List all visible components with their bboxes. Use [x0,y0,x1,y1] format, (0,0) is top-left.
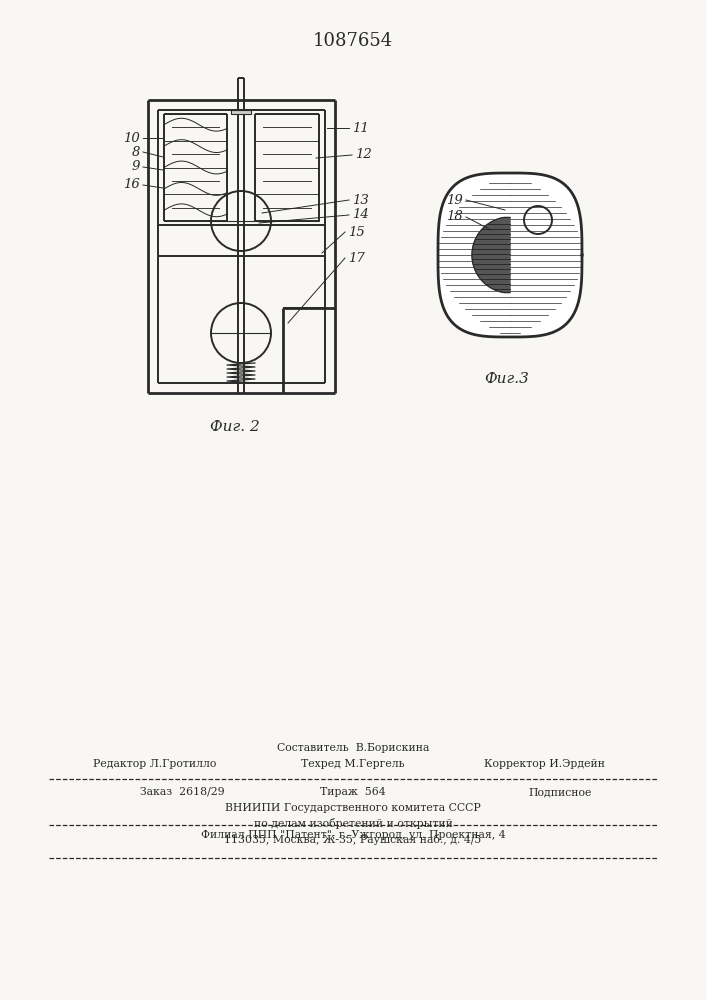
Text: Фиг.3: Фиг.3 [484,372,530,386]
Text: 16: 16 [123,178,140,192]
Text: 9: 9 [132,160,140,174]
Polygon shape [472,217,510,293]
Text: ВНИИПИ Государственного комитета СССР: ВНИИПИ Государственного комитета СССР [225,803,481,813]
Text: 13: 13 [352,194,369,207]
Text: 10: 10 [123,131,140,144]
Text: Редактор Л.Гротилло: Редактор Л.Гротилло [93,759,216,769]
Text: Заказ  2618/29: Заказ 2618/29 [140,787,225,797]
Text: 19: 19 [446,194,463,207]
Text: Филиал ППП "Патент", г. Ужгород, ул. Проектная, 4: Филиал ППП "Патент", г. Ужгород, ул. Про… [201,830,506,840]
Bar [231,110,251,114]
Text: Тираж  564: Тираж 564 [320,787,386,797]
Text: 17: 17 [348,251,365,264]
Text: 15: 15 [348,226,365,238]
Text: 11: 11 [352,121,369,134]
Polygon shape [438,173,582,337]
Text: 8: 8 [132,145,140,158]
Text: по делам изобретений и открытий: по делам изобретений и открытий [254,818,452,829]
Text: Фиг. 2: Фиг. 2 [210,420,260,434]
Text: 1087654: 1087654 [313,32,393,50]
Text: Подписное: Подписное [528,787,592,797]
Text: Корректор И.Эрдейн: Корректор И.Эрдейн [484,759,605,769]
Text: 14: 14 [352,209,369,222]
Text: 12: 12 [355,148,372,161]
Text: 18: 18 [446,211,463,224]
Text: 113035, Москва, Ж-35, Раушская наб., д. 4/5: 113035, Москва, Ж-35, Раушская наб., д. … [224,834,481,845]
Text: Техред М.Гергель: Техред М.Гергель [301,759,405,769]
Text: Составитель  В.Борискина: Составитель В.Борискина [277,743,429,753]
